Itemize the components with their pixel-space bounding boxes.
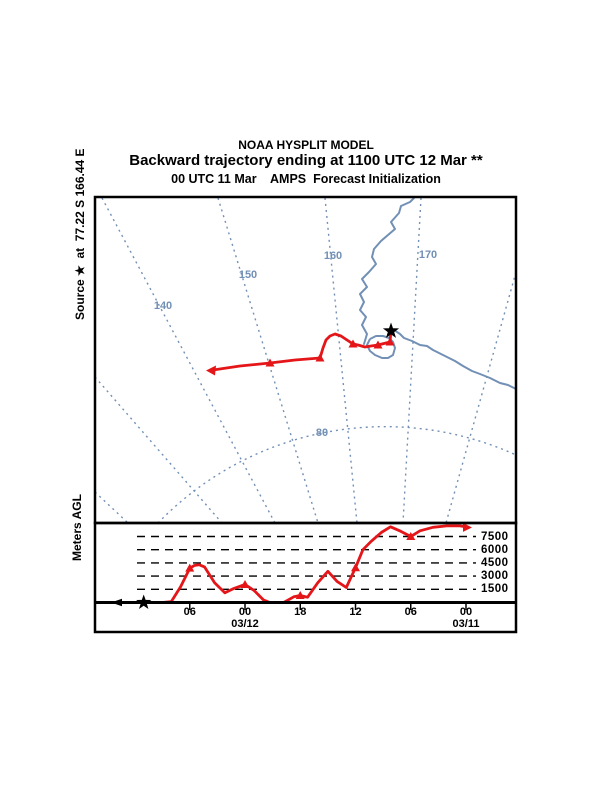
meridian-line-6 [445, 271, 517, 524]
meridian-line-160 [324, 197, 358, 524]
profile-marker-icon-12 [351, 563, 361, 572]
height-profile-path [142, 524, 468, 604]
latitude-label-80: 80 [315, 427, 329, 439]
map-source-star-icon [382, 322, 400, 338]
profile-end-arrow-icon [463, 522, 472, 532]
meridian-line-0 [94, 491, 129, 524]
trajectory-marker-icon-0 [385, 337, 395, 346]
time-tick-label-3: 12 [349, 606, 362, 618]
time-tick-label-1: 00 [238, 606, 252, 618]
date-label-03-11: 03/11 [452, 617, 480, 630]
meridian-line-1 [94, 376, 223, 524]
latitude-circle-80 [157, 425, 517, 524]
profile-marker-icon-18 [295, 590, 305, 599]
trajectory-marker-icon-2 [348, 339, 358, 348]
trajectory-marker-icon-4 [265, 358, 275, 367]
profile-frame [93, 521, 518, 634]
profile-marker-icon-30 [185, 563, 195, 572]
island-outline-path [366, 335, 396, 359]
meridian-label-160: 160 [323, 250, 343, 262]
time-tick-label-2: 18 [294, 606, 307, 618]
trajectory-marker-icon-3 [315, 353, 325, 362]
meridian-label-150: 150 [238, 269, 258, 281]
init-subtitle: 00 UTC 11 Mar AMPS Forecast Initializati… [171, 172, 441, 186]
date-label-03-12: 03/12 [231, 617, 259, 630]
meridian-line-150 [217, 197, 319, 524]
meridian-line-170 [402, 197, 422, 524]
height-label-6000: 6000 [481, 543, 509, 556]
meridian-label-170: 170 [418, 249, 438, 261]
profile-source-star-icon [136, 594, 152, 609]
time-tick-label-4: 06 [404, 606, 417, 618]
height-label-4500: 4500 [481, 556, 509, 569]
height-label-7500: 7500 [481, 530, 509, 543]
trajectory-marker-icon-1 [373, 340, 383, 349]
trajectory-end-arrow-icon [206, 365, 216, 376]
meridian-line-140 [101, 197, 276, 524]
profile-marker-icon-24 [240, 579, 250, 588]
meridian-label-140: 140 [153, 300, 173, 312]
height-label-3000: 3000 [481, 570, 509, 583]
trajectory-title: Backward trajectory ending at 1100 UTC 1… [129, 152, 483, 169]
baseline-left-arrow-icon [111, 598, 122, 607]
trajectory-path [211, 329, 393, 372]
model-title: NOAA HYSPLIT MODEL [238, 138, 374, 152]
time-tick-label-0: 06 [183, 606, 196, 618]
coastline-path [359, 197, 415, 345]
time-tick-label-5: 00 [459, 606, 473, 618]
height-label-1500: 1500 [481, 583, 509, 596]
profile-marker-icon-6 [406, 532, 416, 540]
ice-shelf-coast-path [393, 329, 517, 390]
